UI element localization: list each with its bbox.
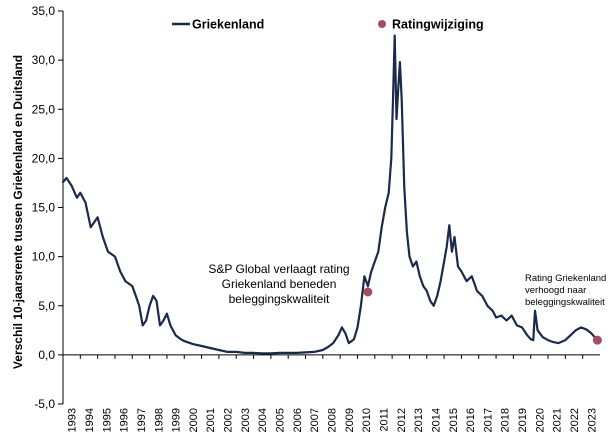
x-tick-label: 2003 [240, 408, 252, 432]
x-tick-label: 2007 [309, 408, 321, 432]
y-tick-label: 35,0 [32, 4, 56, 18]
x-tick-label: 1997 [136, 408, 148, 432]
x-tick-label: 1994 [84, 408, 96, 432]
y-tick-label: -5,0 [34, 397, 55, 411]
annotation-upgrade: Rating Griekenland verhoogd naar beleggi… [525, 273, 606, 308]
x-tick-label: 2015 [448, 408, 460, 432]
x-tick-label: 2018 [500, 408, 512, 432]
x-axis: 1993 1994 1995 1996 1997 1998 1999 2000 2001 2002… [62, 354, 600, 432]
rating-change-marker [592, 335, 602, 345]
y-tick-label: 0,0 [38, 348, 55, 362]
x-tick-label: 2011 [378, 408, 390, 432]
plot-area [61, 34, 602, 355]
legend: Griekenland Ratingwijziging [172, 18, 484, 32]
x-tick-label: 2010 [361, 408, 373, 432]
series-line-griekenland [61, 34, 598, 355]
x-tick-label: 2017 [482, 408, 494, 432]
annotation-downgrade-line-1: S&P Global verlaagt rating [208, 262, 349, 276]
legend-label-griekenland: Griekenland [192, 18, 264, 32]
x-tick-label: 1998 [153, 408, 165, 432]
x-tick-label: 2013 [413, 408, 425, 432]
y-tick-label: 25,0 [32, 102, 56, 116]
x-tick-label: 2005 [275, 408, 287, 432]
annotation-upgrade-line-3: beleggingskwaliteit [525, 297, 605, 308]
x-tick-label: 2014 [430, 408, 442, 432]
y-axis: -5,0 0,0 5,0 10,0 15,0 20,0 25,0 30,0 35,0 [32, 4, 64, 411]
annotation-downgrade-line-3: beleggingskwaliteit [229, 292, 330, 306]
x-tick-label: 2000 [188, 408, 200, 432]
legend-marker-swatch [378, 20, 386, 28]
x-tick-label: 2016 [465, 408, 477, 432]
x-tick-label: 2020 [534, 408, 546, 432]
x-tick-label: 2009 [344, 408, 356, 432]
y-tick-label: 10,0 [32, 250, 56, 264]
y-tick-label: 20,0 [32, 151, 56, 165]
x-tick-label: 2006 [292, 408, 304, 432]
annotation-downgrade: S&P Global verlaagt rating Griekenland b… [208, 262, 349, 306]
x-tick-label: 2019 [517, 408, 529, 432]
y-tick-label: 15,0 [32, 201, 56, 215]
legend-label-ratingwijziging: Ratingwijziging [392, 18, 484, 32]
x-tick-label: 2002 [223, 408, 235, 432]
annotation-upgrade-line-2: verhoogd naar [525, 285, 586, 296]
x-tick-label: 2001 [205, 408, 217, 432]
x-tick-label: 2012 [396, 408, 408, 432]
y-axis-label: Verschil 10-jaarsrente tussen Griekenlan… [11, 55, 25, 369]
x-tick-label: 2023 [586, 408, 598, 432]
annotation-upgrade-line-1: Rating Griekenland [525, 273, 606, 284]
y-tick-label: 30,0 [32, 53, 56, 67]
x-tick-label: 2021 [552, 408, 564, 432]
annotation-downgrade-line-2: Griekenland beneden [222, 277, 337, 291]
x-tick-label: 2008 [327, 408, 339, 432]
rating-change-marker [363, 287, 373, 297]
x-tick-label: 1995 [101, 408, 113, 432]
x-tick-label: 1993 [67, 408, 79, 432]
x-tick-label: 2004 [257, 408, 269, 432]
x-tick-label: 1996 [119, 408, 131, 432]
y-tick-label: 5,0 [38, 299, 55, 313]
x-tick-label: 2022 [569, 408, 581, 432]
x-tick-label: 1999 [171, 408, 183, 432]
